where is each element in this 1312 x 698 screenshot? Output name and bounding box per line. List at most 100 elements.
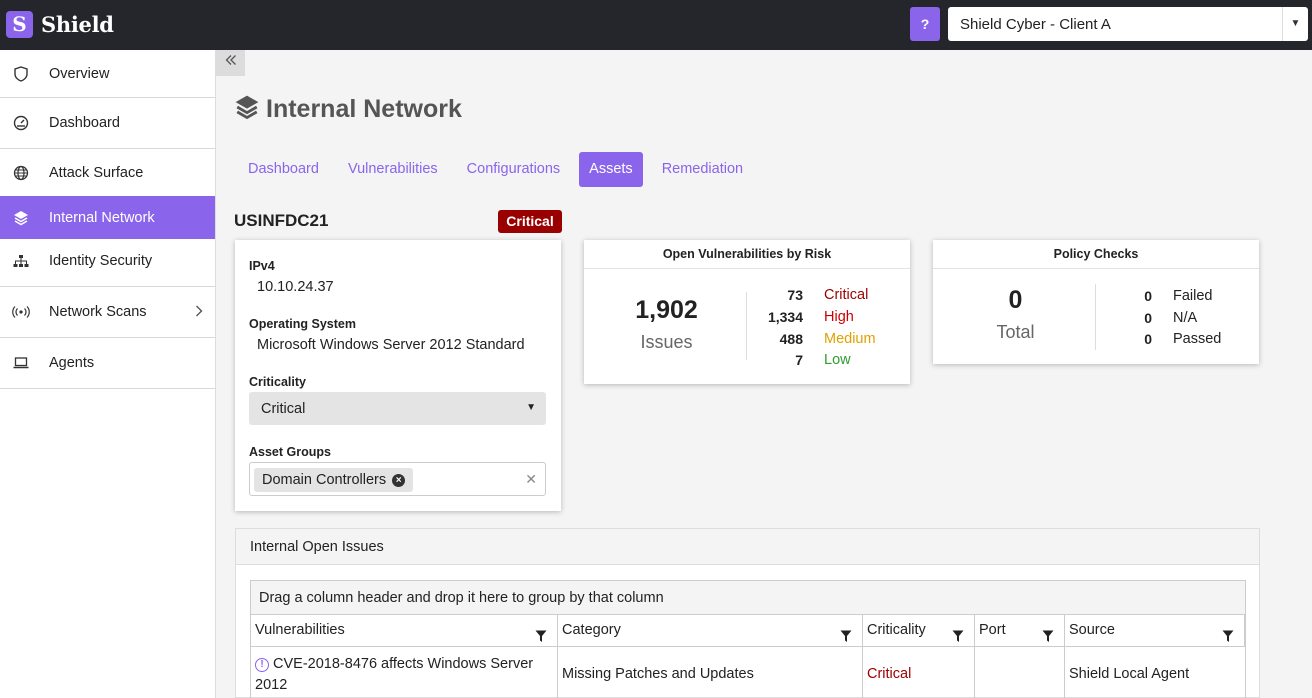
- globe-icon: [12, 164, 30, 182]
- sidebar-item-label: Agents: [49, 355, 95, 371]
- top-bar: S Shield ? Shield Cyber - Client A ▼: [0, 0, 1312, 50]
- os-value: Microsoft Windows Server 2012 Standard: [257, 337, 525, 353]
- criticality-label: Criticality: [249, 375, 306, 389]
- ipv4-value: 10.10.24.37: [257, 279, 334, 295]
- layers-icon: [234, 94, 260, 125]
- client-select-value: Shield Cyber - Client A: [960, 16, 1111, 33]
- sidebar-divider: [0, 337, 215, 338]
- sidebar-item-label: Attack Surface: [49, 164, 144, 181]
- vulnerability-cell[interactable]: ! CVE-2018-8476 affects Windows Server 2…: [251, 647, 558, 698]
- gauge-icon: [12, 114, 30, 132]
- clear-icon[interactable]: ✕: [525, 471, 537, 487]
- risk-count-medium: 488: [779, 331, 803, 347]
- page-title: Internal Network: [234, 94, 462, 125]
- risk-count-low: 7: [795, 352, 803, 368]
- laptop-icon: [12, 354, 30, 372]
- filter-icon[interactable]: [535, 624, 547, 642]
- tab-bar: Dashboard Vulnerabilities Configurations…: [238, 152, 762, 187]
- card-title: Open Vulnerabilities by Risk: [584, 240, 910, 269]
- card-title: Policy Checks: [933, 240, 1259, 269]
- chevron-right-icon: [195, 304, 203, 320]
- asset-group-chip-label: Domain Controllers: [262, 472, 387, 488]
- sidebar-item-label: Identity Security: [49, 252, 153, 269]
- sitemap-icon: [12, 252, 30, 270]
- logo-mark: S: [6, 11, 33, 38]
- issues-total: 1,902: [635, 296, 698, 324]
- os-label: Operating System: [249, 317, 356, 331]
- criticality-badge: Critical: [498, 210, 562, 233]
- help-button[interactable]: ?: [910, 7, 940, 41]
- asset-groups-select[interactable]: Domain Controllers × ✕: [249, 462, 546, 496]
- filter-icon[interactable]: [1042, 624, 1054, 642]
- sidebar-divider: [0, 97, 215, 98]
- column-header-category[interactable]: Category: [558, 615, 863, 647]
- policy-label-failed: Failed: [1173, 288, 1213, 304]
- asset-details-card: IPv4 10.10.24.37 Operating System Micros…: [235, 240, 561, 511]
- criticality-select[interactable]: Critical ▼: [249, 392, 546, 425]
- column-header-label: Criticality: [867, 622, 926, 638]
- sidebar-item-network-scans[interactable]: Network Scans: [0, 287, 215, 337]
- criticality-select-value: Critical: [261, 401, 306, 417]
- sidebar-item-label: Network Scans: [49, 304, 147, 320]
- sidebar-item-label: Dashboard: [49, 115, 120, 131]
- sidebar-item-agents[interactable]: Agents: [0, 338, 215, 388]
- tab-remediation[interactable]: Remediation: [661, 161, 744, 177]
- sidebar-divider: [0, 148, 215, 149]
- filter-icon[interactable]: [1222, 624, 1234, 642]
- sidebar-item-label: Overview: [49, 65, 110, 82]
- client-select[interactable]: Shield Cyber - Client A ▼: [948, 7, 1308, 41]
- column-header-vulnerabilities[interactable]: Vulnerabilities: [251, 615, 558, 647]
- sidebar-item-attack-surface[interactable]: Attack Surface: [0, 149, 215, 196]
- info-icon: !: [255, 658, 269, 672]
- policy-label-na: N/A: [1173, 310, 1198, 326]
- risk-count-critical: 73: [787, 287, 803, 303]
- sidebar-item-identity-security[interactable]: Identity Security: [0, 239, 215, 282]
- column-header-label: Port: [979, 622, 1006, 638]
- tab-dashboard[interactable]: Dashboard: [248, 161, 319, 177]
- sidebar-divider: [0, 286, 215, 287]
- tab-vulnerabilities[interactable]: Vulnerabilities: [347, 161, 438, 177]
- caret-down-icon: ▼: [1282, 7, 1308, 41]
- source-cell: Shield Local Agent: [1069, 666, 1190, 682]
- asset-groups-label: Asset Groups: [249, 445, 331, 459]
- sidebar-item-overview[interactable]: Overview: [0, 50, 215, 97]
- sidebar-item-label: Internal Network: [49, 209, 155, 226]
- vulnerabilities-by-risk-card: Open Vulnerabilities by Risk 1,902 Issue…: [584, 240, 910, 384]
- risk-label-low[interactable]: Low: [824, 352, 851, 368]
- divider: [1095, 284, 1096, 350]
- policy-checks-card: Policy Checks 0 Total 0 Failed 0 N/A 0 P…: [933, 240, 1259, 364]
- collapse-sidebar-button[interactable]: [216, 50, 245, 76]
- policy-label-passed: Passed: [1173, 331, 1222, 347]
- group-drop-area[interactable]: Drag a column header and drop it here to…: [251, 581, 1245, 615]
- double-chevron-left-icon: [225, 53, 237, 70]
- sidebar: Overview Dashboard Attack Surface Intern…: [0, 50, 216, 698]
- policy-total-label: Total: [996, 322, 1035, 342]
- column-header-label: Source: [1069, 622, 1115, 638]
- column-header-port[interactable]: Port: [975, 615, 1065, 647]
- criticality-cell: Critical: [863, 647, 975, 698]
- remove-chip-icon[interactable]: ×: [392, 473, 406, 487]
- app-logo[interactable]: S Shield: [6, 11, 114, 38]
- app-name: Shield: [41, 12, 114, 37]
- tab-configurations[interactable]: Configurations: [466, 161, 561, 177]
- filter-icon[interactable]: [952, 624, 964, 642]
- sidebar-item-internal-network[interactable]: Internal Network: [0, 196, 215, 239]
- port-cell: [975, 647, 1065, 698]
- risk-label-critical[interactable]: Critical: [824, 287, 869, 303]
- broadcast-icon: [12, 303, 30, 321]
- divider: [746, 292, 747, 360]
- sidebar-item-dashboard[interactable]: Dashboard: [0, 98, 215, 148]
- internal-open-issues-panel: Internal Open Issues Drag a column heade…: [235, 528, 1260, 698]
- risk-label-medium[interactable]: Medium: [824, 331, 876, 347]
- column-header-criticality[interactable]: Criticality: [863, 615, 975, 647]
- layers-icon: [12, 209, 30, 227]
- filter-icon[interactable]: [840, 624, 852, 642]
- column-header-source[interactable]: Source: [1065, 615, 1245, 647]
- sidebar-divider: [0, 388, 215, 389]
- caret-down-icon: ▼: [526, 402, 536, 413]
- risk-label-high[interactable]: High: [824, 309, 854, 325]
- tab-assets[interactable]: Assets: [579, 152, 643, 187]
- vulnerability-name: CVE-2018-8476 affects Windows Server 201…: [255, 656, 534, 693]
- column-header-label: Category: [562, 622, 621, 638]
- policy-total: 0: [1008, 286, 1023, 314]
